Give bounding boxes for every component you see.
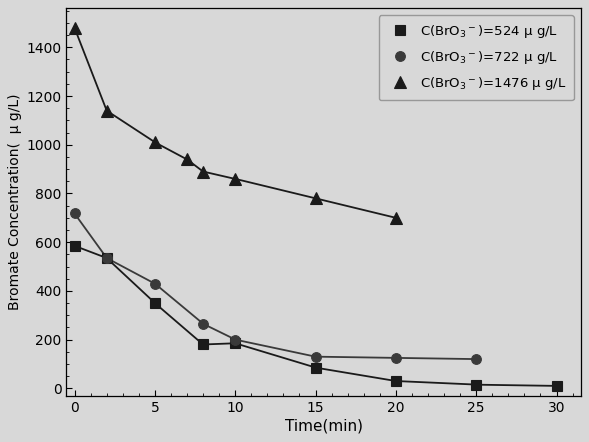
C(BrO$_3$$^-$)=1476 μ g/L — [312, 196, 319, 201]
C(BrO$_3$$^-$)=722 μ g/L — [473, 356, 480, 362]
C(BrO$_3$$^-$)=524 μ g/L — [200, 342, 207, 347]
C(BrO$_3$$^-$)=1476 μ g/L — [392, 215, 399, 221]
C(BrO$_3$$^-$)=722 μ g/L — [151, 281, 158, 286]
Y-axis label: Bromate Concentration(  μ g/L): Bromate Concentration( μ g/L) — [8, 94, 22, 310]
C(BrO$_3$$^-$)=722 μ g/L — [103, 255, 110, 261]
C(BrO$_3$$^-$)=524 μ g/L — [103, 255, 110, 261]
Line: C(BrO$_3$$^-$)=1476 μ g/L: C(BrO$_3$$^-$)=1476 μ g/L — [69, 22, 402, 223]
C(BrO$_3$$^-$)=524 μ g/L — [473, 382, 480, 387]
C(BrO$_3$$^-$)=1476 μ g/L — [103, 108, 110, 113]
C(BrO$_3$$^-$)=722 μ g/L — [71, 211, 78, 216]
C(BrO$_3$$^-$)=722 μ g/L — [392, 355, 399, 361]
C(BrO$_3$$^-$)=1476 μ g/L — [231, 176, 239, 182]
C(BrO$_3$$^-$)=524 μ g/L — [312, 365, 319, 370]
C(BrO$_3$$^-$)=524 μ g/L — [231, 341, 239, 346]
C(BrO$_3$$^-$)=722 μ g/L — [231, 337, 239, 342]
C(BrO$_3$$^-$)=524 μ g/L — [553, 383, 560, 389]
C(BrO$_3$$^-$)=1476 μ g/L — [151, 140, 158, 145]
C(BrO$_3$$^-$)=1476 μ g/L — [183, 157, 190, 162]
C(BrO$_3$$^-$)=524 μ g/L — [151, 301, 158, 306]
C(BrO$_3$$^-$)=722 μ g/L — [312, 354, 319, 359]
X-axis label: Time(min): Time(min) — [284, 419, 363, 434]
Line: C(BrO$_3$$^-$)=722 μ g/L: C(BrO$_3$$^-$)=722 μ g/L — [70, 209, 481, 364]
Line: C(BrO$_3$$^-$)=524 μ g/L: C(BrO$_3$$^-$)=524 μ g/L — [70, 241, 561, 391]
C(BrO$_3$$^-$)=722 μ g/L — [200, 321, 207, 327]
C(BrO$_3$$^-$)=1476 μ g/L — [71, 25, 78, 30]
Legend: C(BrO$_3$$^-$)=524 μ g/L, C(BrO$_3$$^-$)=722 μ g/L, C(BrO$_3$$^-$)=1476 μ g/L: C(BrO$_3$$^-$)=524 μ g/L, C(BrO$_3$$^-$)… — [379, 15, 574, 100]
C(BrO$_3$$^-$)=524 μ g/L — [71, 243, 78, 248]
C(BrO$_3$$^-$)=524 μ g/L — [392, 378, 399, 384]
C(BrO$_3$$^-$)=1476 μ g/L — [200, 169, 207, 174]
